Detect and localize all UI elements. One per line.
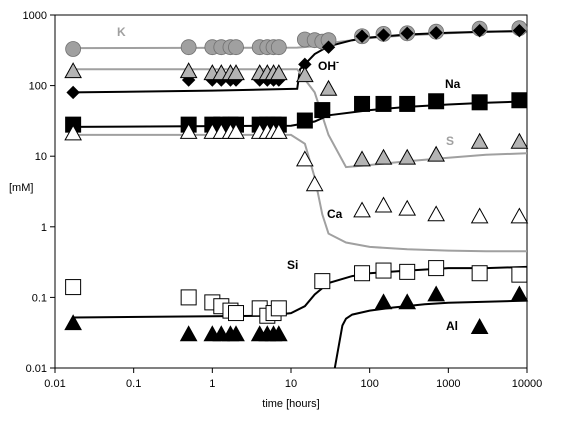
s-point: [319, 79, 338, 96]
s-point: [64, 62, 82, 79]
oh-point: [66, 85, 80, 100]
si-point: [375, 262, 392, 279]
al-point: [510, 285, 529, 302]
na-point: [399, 95, 416, 112]
s-point: [179, 62, 198, 79]
k-point: [228, 39, 244, 56]
ca-point: [353, 201, 371, 218]
si-point: [511, 266, 528, 283]
si-point: [399, 263, 416, 280]
oh-point: [472, 23, 487, 38]
na-point: [471, 94, 488, 111]
x-tick-label: 10000: [512, 378, 543, 390]
si-point: [428, 260, 445, 277]
si-point: [228, 305, 245, 322]
al-point: [427, 285, 445, 302]
al-point: [179, 325, 198, 342]
al-point: [470, 318, 489, 334]
data-markers: [64, 20, 529, 342]
na-point: [375, 95, 392, 112]
oh-series-label-superscript: -: [336, 57, 339, 67]
oh-point: [429, 26, 443, 40]
oh-series-label: OH-: [318, 57, 339, 73]
na-point: [296, 112, 313, 129]
oh-point: [355, 29, 369, 43]
y-tick-label: 0.01: [26, 363, 47, 375]
oh-fit-line: [73, 30, 527, 94]
si-point: [354, 265, 371, 282]
x-tick-label: 10: [285, 378, 297, 390]
al-point: [374, 293, 393, 310]
ca-point: [374, 196, 393, 213]
na-point: [354, 95, 371, 112]
y-tick-label: 100: [29, 81, 47, 93]
x-axis-title: time [hours]: [262, 398, 319, 410]
na-point: [428, 93, 445, 110]
ca-series-label: Ca: [327, 207, 343, 221]
na-series-label: Na: [445, 77, 461, 91]
si-point: [314, 273, 331, 290]
axes: 0.01 0.1 1 10 100 1000 10000 0.01 0.1 1 10 100 1000: [23, 10, 543, 390]
oh-point: [376, 28, 391, 42]
ca-point: [64, 124, 82, 141]
al-series-label: Al: [446, 319, 458, 333]
s-point: [398, 148, 417, 165]
s-point: [353, 150, 371, 167]
na-point: [314, 102, 331, 119]
si-point: [180, 289, 197, 306]
x-tick-label: 100: [360, 378, 378, 390]
s-point: [374, 148, 393, 165]
ca-point: [227, 122, 245, 139]
y-tick-label: 10: [35, 151, 47, 163]
s-point: [427, 145, 445, 162]
al-point: [398, 293, 417, 310]
al-fit-line: [333, 299, 527, 368]
s-series-label: S: [446, 134, 454, 148]
al-point: [64, 314, 82, 331]
si-point: [65, 279, 82, 296]
k-series-label: K: [117, 25, 126, 39]
ca-point: [305, 175, 324, 192]
s-point: [470, 132, 489, 149]
ca-point: [427, 205, 445, 222]
ca-fit-line: [73, 133, 527, 253]
y-axis-title: [mM]: [9, 182, 33, 194]
x-tick-label: 0.01: [44, 378, 65, 390]
al-point: [269, 325, 288, 342]
x-tick-label: 1000: [436, 378, 460, 390]
x-tick-label: 1: [209, 378, 215, 390]
y-tick-label: 1: [41, 222, 47, 234]
ca-point: [510, 207, 529, 224]
s-point: [269, 64, 288, 81]
oh-point: [512, 23, 527, 38]
ca-point: [296, 150, 314, 167]
plot-area-frame: [54, 14, 528, 369]
ca-point: [398, 199, 417, 216]
y-tick-label: 0.1: [32, 292, 47, 304]
oh-point: [400, 26, 414, 41]
s-point: [510, 132, 529, 149]
si-point: [471, 265, 488, 282]
k-point: [65, 41, 82, 57]
ca-point: [179, 122, 198, 139]
y-tick-label: 1000: [23, 10, 47, 22]
s-point: [296, 66, 314, 83]
k-point: [180, 39, 197, 56]
ca-point: [269, 122, 288, 139]
si-series-label: Si: [287, 258, 298, 272]
series-labels: K OH- S Na Ca Si Al: [117, 25, 461, 333]
x-tick-label: 0.1: [126, 378, 141, 390]
ca-point: [470, 207, 489, 224]
k-point: [270, 39, 287, 56]
al-point: [227, 325, 245, 342]
si-fit-line: [73, 265, 527, 319]
si-point: [270, 300, 287, 317]
oh-point: [321, 40, 336, 54]
na-point: [511, 92, 528, 109]
s-point: [227, 64, 245, 81]
